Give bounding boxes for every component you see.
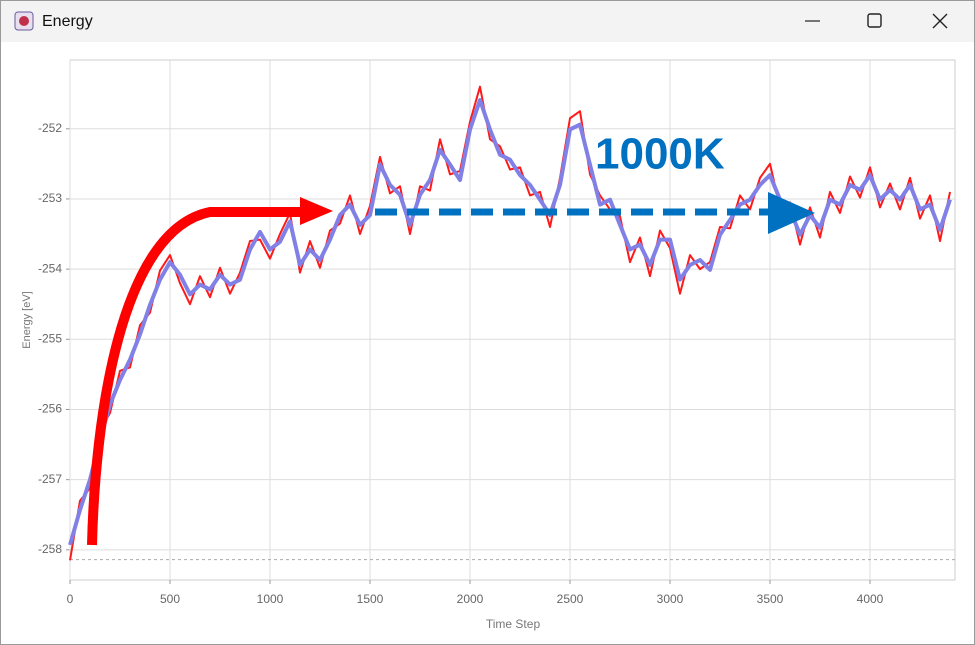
x-axis-label: Time Step (486, 617, 541, 631)
annotations: 1000K (87, 130, 815, 546)
plot-area (69, 59, 956, 581)
x-tick-label: 2000 (457, 592, 484, 606)
y-tick-label: -256 (38, 402, 62, 416)
temperature-label: 1000K (595, 130, 725, 179)
y-tick-label: -255 (38, 331, 62, 345)
y-tick-label: -257 (38, 472, 62, 486)
y-tick-label: -252 (38, 121, 62, 135)
x-tick-label: 500 (160, 592, 180, 606)
red-arrow (87, 207, 305, 546)
y-tick-label: -258 (38, 542, 62, 556)
x-tick-label: 1000 (257, 592, 284, 606)
data-line (68, 98, 952, 546)
x-tick-label: 4000 (857, 592, 884, 606)
x-tick-label: 0 (67, 592, 74, 606)
window-title: Energy (42, 13, 93, 30)
app-icon (14, 11, 34, 31)
maximize-button[interactable] (867, 13, 882, 28)
y-tick-label: -254 (38, 261, 62, 275)
x-tick-label: 2500 (557, 592, 584, 606)
red-arrowhead (300, 197, 333, 225)
x-tick-label: 3000 (657, 592, 684, 606)
title-bar (1, 1, 974, 42)
x-tick-label: 3500 (757, 592, 784, 606)
blue-arrowhead (768, 192, 815, 234)
x-tick-label: 1500 (357, 592, 384, 606)
y-tick-label: -253 (38, 191, 62, 205)
close-button[interactable] (932, 13, 948, 29)
y-axis-label: Energy [eV] (21, 291, 33, 348)
